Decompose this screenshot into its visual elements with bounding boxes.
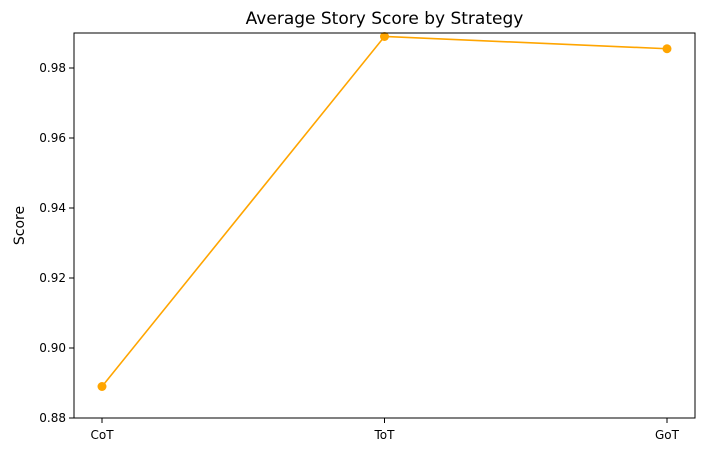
- y-tick-label: 0.92: [39, 271, 66, 285]
- y-tick-label: 0.88: [39, 411, 66, 425]
- x-tick-label: CoT: [90, 428, 114, 442]
- plot-area-frame: [73, 32, 696, 419]
- y-tick-label: 0.96: [39, 131, 66, 145]
- x-tick-label: GoT: [655, 428, 680, 442]
- y-axis-label: Score: [12, 206, 28, 245]
- x-axis-ticks: CoT ToT GoT: [90, 418, 680, 442]
- y-tick-label: 0.98: [39, 61, 66, 75]
- series-layer: [97, 32, 672, 391]
- y-tick-label: 0.90: [39, 341, 66, 355]
- data-point: [662, 44, 672, 54]
- y-axis-ticks: 0.88 0.90 0.92 0.94 0.96 0.98: [39, 61, 74, 425]
- x-tick-label: ToT: [374, 428, 396, 442]
- series-line: [101, 35, 668, 388]
- data-point: [380, 32, 389, 41]
- chart-title: Average Story Score by Strategy: [246, 9, 524, 29]
- data-point: [97, 382, 107, 391]
- y-tick-label: 0.94: [39, 201, 66, 215]
